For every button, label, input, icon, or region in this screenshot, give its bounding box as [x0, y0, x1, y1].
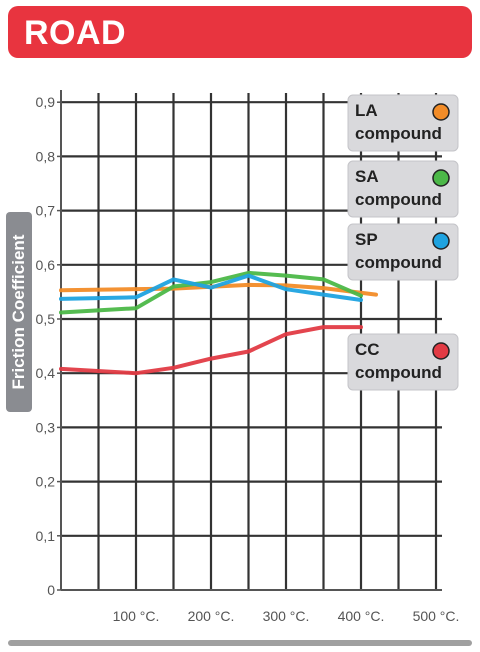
legend-label-name: SP: [355, 230, 378, 249]
legend-item-sa: SA compound: [347, 160, 459, 218]
bottom-divider: [8, 640, 472, 646]
x-tick-label: 500 °C.: [413, 608, 460, 624]
x-tick-label: 300 °C.: [263, 608, 310, 624]
banner-title: ROAD: [24, 14, 127, 52]
legend-box: [347, 94, 459, 152]
y-tick-label: 0,8: [36, 148, 56, 164]
y-tick-label: 0,4: [36, 365, 56, 381]
legend: LA compound SA compound SP compound CC compound: [347, 94, 459, 391]
y-tick-label: 0,7: [36, 203, 56, 219]
x-tick-label: 200 °C.: [188, 608, 235, 624]
legend-swatch-icon: [432, 103, 450, 121]
y-axis-label-box: [6, 212, 32, 412]
legend-box: [347, 160, 459, 218]
legend-box: [347, 333, 459, 391]
series-lines: [59, 270, 378, 376]
y-tick-label: 0,2: [36, 474, 56, 490]
y-tick-label: 0: [47, 582, 55, 598]
legend-label-compound: compound: [355, 363, 442, 382]
legend-label-name: LA: [355, 101, 378, 120]
legend-swatch-icon: [432, 169, 450, 187]
legend-label-compound: compound: [355, 124, 442, 143]
y-tick-label: 0,3: [36, 419, 56, 435]
y-tick-label: 0,1: [36, 528, 56, 544]
series-line-sp: [59, 273, 363, 302]
legend-box: [347, 223, 459, 281]
series-line-sa: [59, 270, 363, 315]
legend-swatch-icon: [432, 342, 450, 360]
legend-item-sp: SP compound: [347, 223, 459, 281]
legend-item-la: LA compound: [347, 94, 459, 152]
x-tick-label: 100 °C.: [113, 608, 160, 624]
x-tick-label: 400 °C.: [338, 608, 385, 624]
legend-label-compound: compound: [355, 190, 442, 209]
y-tick-label: 0,9: [36, 94, 56, 110]
legend-label-name: CC: [355, 340, 380, 359]
series-line-cc: [59, 325, 363, 376]
legend-label-name: SA: [355, 167, 379, 186]
legend-swatch-icon: [432, 232, 450, 250]
title-banner: ROAD: [8, 6, 472, 58]
y-tick-label: 0,6: [36, 257, 56, 273]
legend-label-compound: compound: [355, 253, 442, 272]
legend-item-cc: CC compound: [347, 333, 459, 391]
y-tick-label: 0,5: [36, 311, 56, 327]
tick-labels: 0 0,1 0,2 0,3 0,4 0,5 0,6 0,7 0,8 0,9 100 °C. 200 °…: [36, 94, 460, 624]
